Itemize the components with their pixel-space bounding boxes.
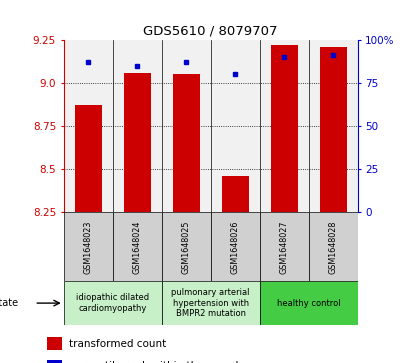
Text: transformed count: transformed count (69, 339, 166, 348)
Bar (260, 212, 309, 281)
Bar (270, 45, 298, 212)
Bar (162, 40, 211, 212)
Bar (47, 337, 62, 350)
Bar (260, 40, 309, 212)
Text: pulmonary arterial
hypertension with
BMPR2 mutation: pulmonary arterial hypertension with BMP… (171, 288, 250, 318)
Bar (162, 281, 260, 325)
Bar (222, 176, 249, 212)
Bar (75, 106, 102, 212)
Text: idiopathic dilated
cardiomyopathy: idiopathic dilated cardiomyopathy (76, 293, 149, 313)
Text: GSM1648023: GSM1648023 (84, 220, 93, 274)
Text: healthy control: healthy control (277, 299, 340, 307)
Title: GDS5610 / 8079707: GDS5610 / 8079707 (143, 24, 278, 37)
Bar (124, 73, 151, 212)
Bar (113, 40, 162, 212)
Bar (210, 212, 260, 281)
Text: GSM1648024: GSM1648024 (133, 220, 142, 274)
Bar (64, 212, 113, 281)
Bar (47, 360, 62, 363)
Bar (64, 281, 162, 325)
Bar (320, 47, 346, 212)
Bar (260, 281, 358, 325)
Bar (162, 212, 211, 281)
Text: disease state: disease state (0, 298, 18, 308)
Bar (173, 74, 200, 212)
Bar (309, 212, 358, 281)
Text: GSM1648027: GSM1648027 (279, 220, 289, 274)
Bar (211, 40, 260, 212)
Bar (309, 40, 358, 212)
Text: GSM1648026: GSM1648026 (231, 220, 240, 274)
Bar (64, 40, 113, 212)
Text: GSM1648028: GSM1648028 (328, 220, 337, 274)
Text: GSM1648025: GSM1648025 (182, 220, 191, 274)
Bar (113, 212, 162, 281)
Text: percentile rank within the sample: percentile rank within the sample (69, 361, 245, 363)
